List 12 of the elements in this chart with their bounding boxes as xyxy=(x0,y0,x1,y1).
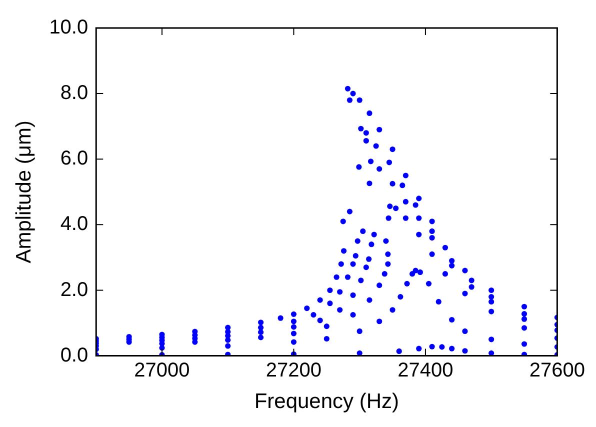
x-tick-label: 27000 xyxy=(134,359,190,382)
x-tick-label: 27200 xyxy=(266,359,322,382)
y-tick-label: 4.0 xyxy=(60,213,88,236)
y-axis-title: Amplitude (μm) xyxy=(12,120,36,264)
y-tick-label: 10.0 xyxy=(49,16,88,39)
y-tick-label: 2.0 xyxy=(60,278,88,301)
y-tick-label: 8.0 xyxy=(60,82,88,104)
x-axis-title: Frequency (Hz) xyxy=(254,390,400,414)
x-tick-label: 27600 xyxy=(529,359,586,382)
y-tick-label: 6.0 xyxy=(60,148,88,170)
x-tick-label: 27400 xyxy=(398,359,454,382)
y-tick-label: 0.0 xyxy=(60,344,88,366)
